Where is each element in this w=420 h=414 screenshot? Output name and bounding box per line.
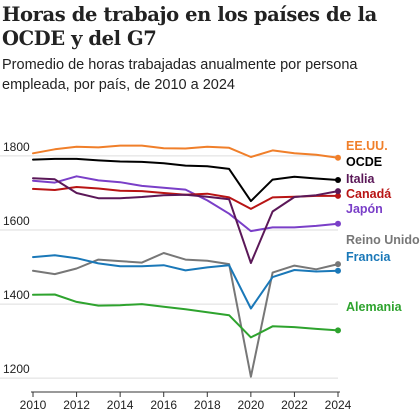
x-tick-label: 2016 <box>150 398 177 412</box>
series-label: Francia <box>346 250 392 264</box>
y-tick-label: 1800 <box>3 140 30 154</box>
x-tick-label: 2012 <box>63 398 90 412</box>
series-label: Canadá <box>346 187 391 201</box>
x-tick-label: 2020 <box>238 398 265 412</box>
series-label: EE.UU. <box>346 139 388 153</box>
series-end-marker <box>335 188 341 195</box>
gridlines <box>0 155 338 379</box>
series-end-marker <box>335 261 341 268</box>
series-label: Japón <box>346 202 383 216</box>
series-end-marker <box>335 267 341 274</box>
x-axis-ticks: 2010 2012 2014 2016 2018 2020 2022 2024 <box>20 391 352 412</box>
y-tick-label: 1600 <box>3 214 30 228</box>
chart-title: Horas de trabajo en los países de la OCD… <box>2 3 377 50</box>
series-line-ocde <box>32 157 339 203</box>
series-line-ee-uu- <box>32 144 339 159</box>
series-end-marker <box>335 154 341 161</box>
series-end-marker <box>335 177 341 184</box>
x-tick-label: 2022 <box>281 398 308 412</box>
chart-subtitle: Promedio de horas trabajadas anualmente … <box>2 57 358 93</box>
series-line-reino-unido <box>32 252 339 378</box>
series-lines <box>32 144 341 378</box>
x-tick-label: 2010 <box>20 398 47 412</box>
series-end-marker <box>335 220 341 227</box>
x-tick-label: 2018 <box>194 398 221 412</box>
y-axis-tick-labels: 1200 1400 1600 1800 <box>3 140 30 376</box>
series-line-jap-n <box>32 175 339 233</box>
series-label: Reino Unido <box>346 233 420 247</box>
y-tick-label: 1200 <box>3 362 30 376</box>
y-tick-label: 1400 <box>3 288 30 302</box>
series-line-italia <box>32 177 339 264</box>
series-end-marker <box>335 192 341 199</box>
series-label: Alemania <box>346 300 403 314</box>
series-label: Italia <box>346 172 376 186</box>
series-line-alemania <box>32 293 339 339</box>
series-label: OCDE <box>346 155 382 169</box>
x-tick-label: 2014 <box>107 398 134 412</box>
x-tick-label: 2024 <box>325 398 352 412</box>
series-line-francia <box>32 254 339 310</box>
series-end-marker <box>335 327 341 334</box>
